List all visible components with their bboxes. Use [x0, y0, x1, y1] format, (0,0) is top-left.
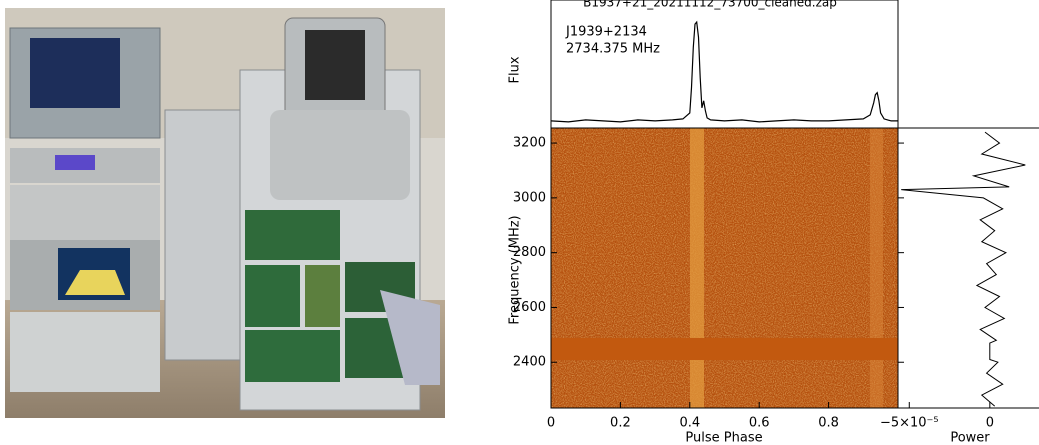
- waterfall: [551, 128, 898, 408]
- x-tick-label: 0: [547, 416, 555, 431]
- x-tick-label: 0.8: [818, 416, 839, 431]
- x-tick-label: 0.6: [749, 416, 770, 431]
- y-axis-label: Frequency (MHz): [508, 215, 523, 324]
- annotation: 2734.375 MHz: [566, 42, 660, 57]
- annotation: J1939+2134: [565, 25, 647, 40]
- x-axis-label: Pulse Phase: [685, 431, 762, 445]
- chart-title: B1937+21_20211112_73700_cleaned.zap: [583, 0, 837, 10]
- x-tick-label: 0.4: [679, 416, 700, 431]
- y-tick-label: 2400: [513, 355, 546, 370]
- photo: [5, 8, 445, 418]
- profile-frame: [550, 0, 899, 129]
- profile-line: [550, 20, 898, 123]
- x-tick-label: 0: [986, 416, 994, 431]
- x-axis-label: Power: [950, 431, 990, 445]
- y-axis-label: Flux: [508, 56, 523, 83]
- y-tick-label: 2800: [513, 245, 546, 260]
- power-frame: [897, 127, 1039, 409]
- y-tick-label: 3000: [513, 190, 546, 205]
- y-tick-label: 2600: [513, 300, 546, 315]
- x-tick-label: −5×10⁻⁵: [880, 416, 939, 431]
- y-tick-label: 3200: [513, 136, 546, 151]
- power-line: [901, 131, 1026, 407]
- x-tick-label: 0.2: [610, 416, 631, 431]
